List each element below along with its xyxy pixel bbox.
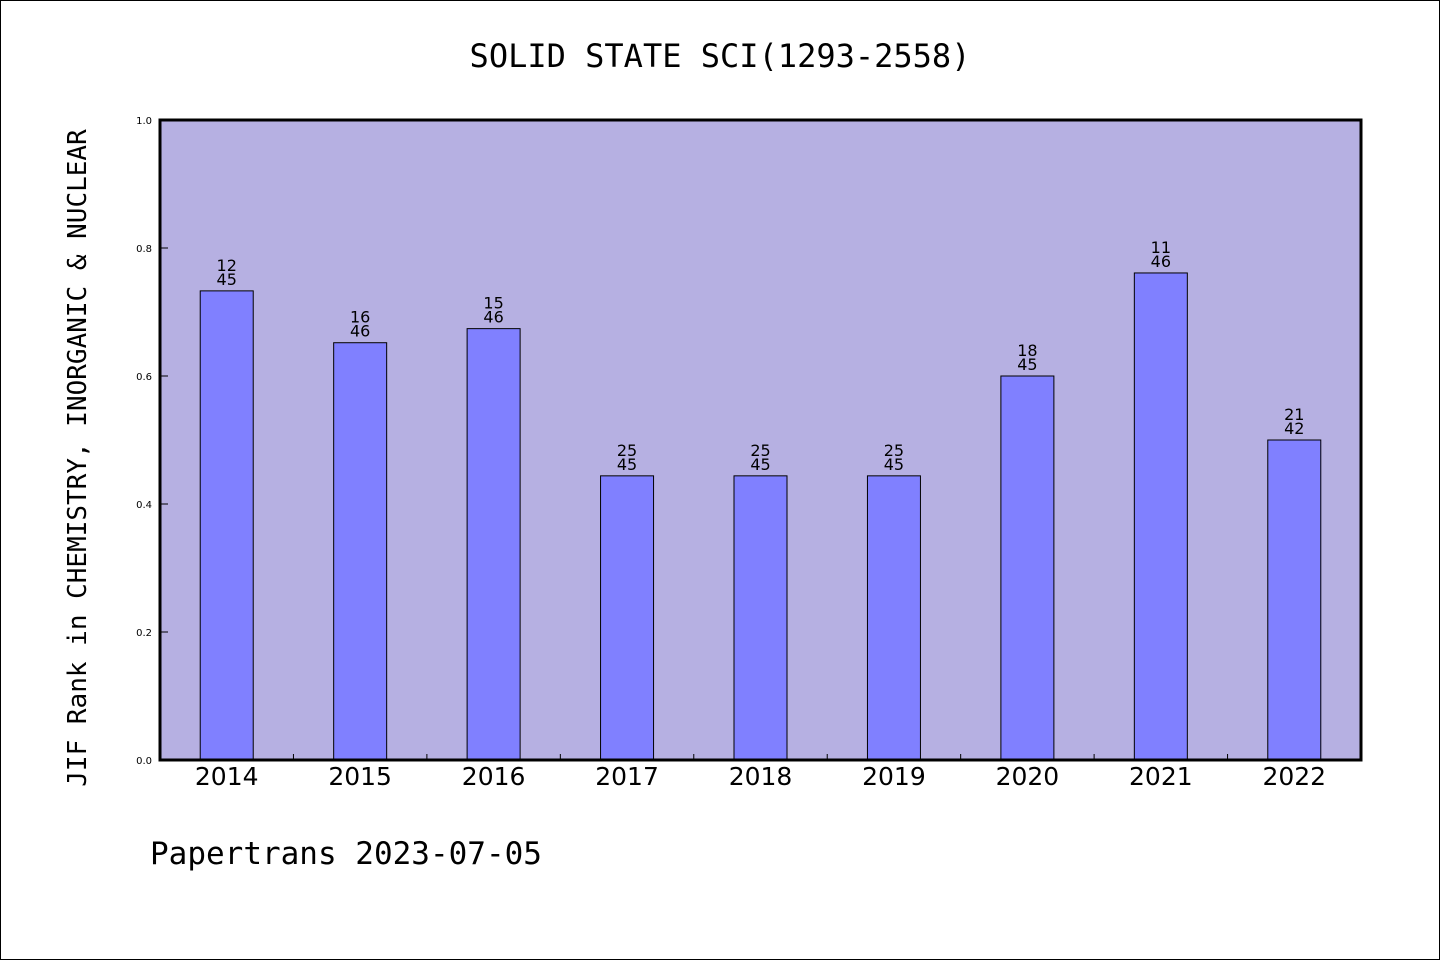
bar (1267, 439, 1322, 761)
bar-rank-label: 21 (1284, 405, 1304, 424)
bar-rank-label: 12 (217, 256, 237, 275)
x-tick-label: 2016 (462, 762, 526, 791)
x-tick-label: 2019 (862, 762, 926, 791)
y-axis-label: JIF Rank in CHEMISTRY, INORGANIC & NUCLE… (63, 129, 93, 787)
bar-rank-label: 16 (350, 308, 370, 327)
y-tick-label: 1.0 (136, 116, 152, 127)
y-tick-label: 0.0 (136, 756, 152, 767)
y-tick-label: 0.8 (136, 244, 152, 255)
bar-rank-label: 15 (483, 294, 503, 313)
bar-total-label: 45 (750, 455, 770, 474)
bar-total-label: 46 (483, 308, 503, 327)
x-tick-label: 2020 (996, 762, 1060, 791)
bar-total-label: 42 (1284, 419, 1304, 438)
bar (866, 475, 921, 761)
x-tick-label: 2017 (595, 762, 659, 791)
y-tick-label: 0.2 (136, 628, 152, 639)
plot-border (158, 118, 1363, 762)
x-tick-label: 2018 (729, 762, 793, 791)
bar-total-label: 45 (217, 270, 237, 289)
bar (466, 328, 521, 761)
y-tick-label: 0.6 (136, 372, 152, 383)
bar-total-label: 45 (1017, 355, 1037, 374)
x-tick-label: 2021 (1129, 762, 1193, 791)
bar-rank-label: 25 (884, 441, 904, 460)
bar-rank-label: 11 (1151, 238, 1171, 257)
plot-area: 0.00.20.40.60.81.01245201416462015154620… (136, 116, 1363, 791)
bar (333, 342, 388, 761)
y-tick-label: 0.4 (136, 500, 152, 511)
bar-total-label: 46 (350, 322, 370, 341)
bar (1000, 375, 1055, 761)
bar (1133, 272, 1188, 761)
x-tick-label: 2015 (328, 762, 392, 791)
bar-total-label: 45 (884, 455, 904, 474)
chart-title: SOLID STATE SCI(1293-2558) (470, 37, 971, 75)
bar-total-label: 45 (617, 455, 637, 474)
bar (600, 475, 655, 761)
bar-total-label: 46 (1151, 252, 1171, 271)
x-tick-label: 2022 (1262, 762, 1326, 791)
bar-rank-label: 25 (617, 441, 637, 460)
bar-rank-label: 25 (750, 441, 770, 460)
x-tick-label: 2014 (195, 762, 259, 791)
footer-text: Papertrans 2023-07-05 (150, 836, 542, 872)
bar (199, 290, 254, 761)
bar (733, 475, 788, 761)
bar-rank-label: 18 (1017, 341, 1037, 360)
